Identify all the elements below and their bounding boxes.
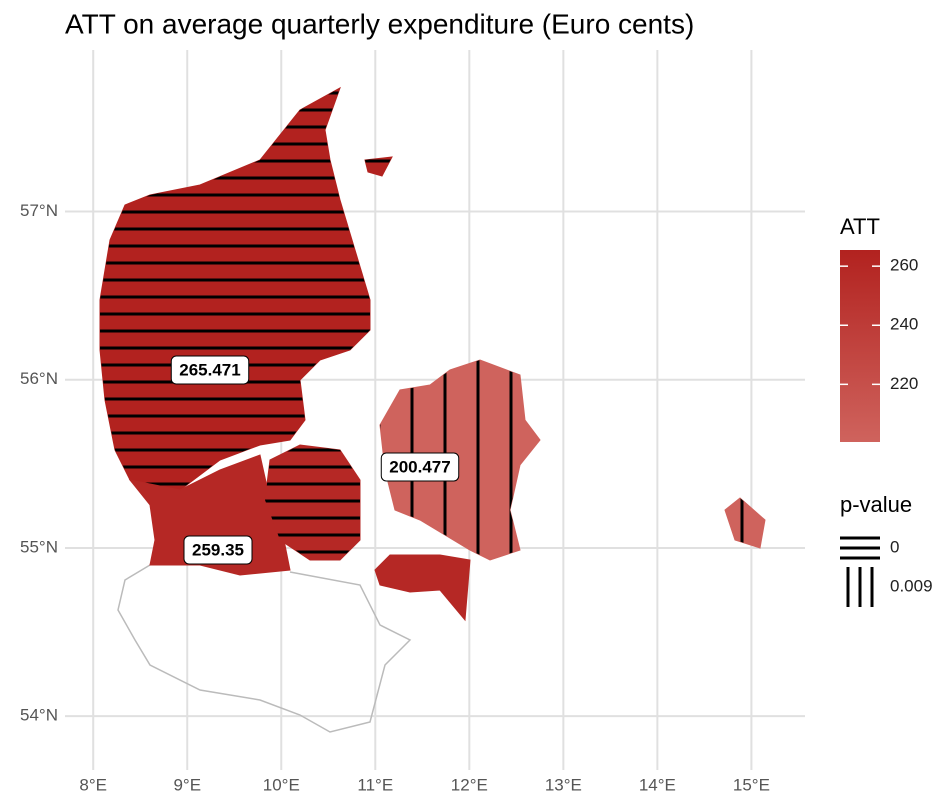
colorbar-label: 220: [890, 374, 918, 393]
hatch-label: 0.009: [890, 576, 933, 595]
region-hatch: [725, 498, 765, 548]
hatch-label: 0: [890, 537, 899, 556]
map-title: ATT on average quarterly expenditure (Eu…: [65, 8, 694, 39]
colorbar-label: 260: [890, 256, 918, 275]
region: [374, 554, 471, 622]
y-tick-label: 57°N: [20, 201, 58, 220]
region-label: 200.477: [389, 457, 450, 476]
colorbar: [840, 250, 880, 442]
y-tick-label: 54°N: [20, 706, 58, 725]
x-tick-label: 15°E: [733, 775, 770, 794]
label-box: [170, 355, 250, 385]
germany-border: [117, 564, 412, 733]
x-tick-label: 12°E: [451, 775, 488, 794]
region-label: 265.471: [179, 360, 240, 379]
label-box: [380, 452, 460, 482]
region-hatch: [100, 88, 370, 500]
y-tick-label: 55°N: [20, 537, 58, 556]
y-tick-label: 56°N: [20, 369, 58, 388]
x-tick-label: 9°E: [173, 775, 201, 794]
region-label: 259.35: [192, 540, 244, 559]
legend-title: ATT: [840, 214, 880, 239]
colorbar-label: 240: [890, 315, 918, 334]
label-box: [183, 535, 253, 565]
x-tick-label: 8°E: [79, 775, 107, 794]
region-hatch: [265, 445, 360, 560]
x-tick-label: 14°E: [639, 775, 676, 794]
x-tick-label: 13°E: [545, 775, 582, 794]
x-tick-label: 11°E: [357, 775, 393, 794]
x-tick-label: 10°E: [263, 775, 300, 794]
region-hatch: [365, 157, 392, 176]
region-hatch: [380, 360, 540, 560]
legend-title: p-value: [840, 492, 912, 517]
